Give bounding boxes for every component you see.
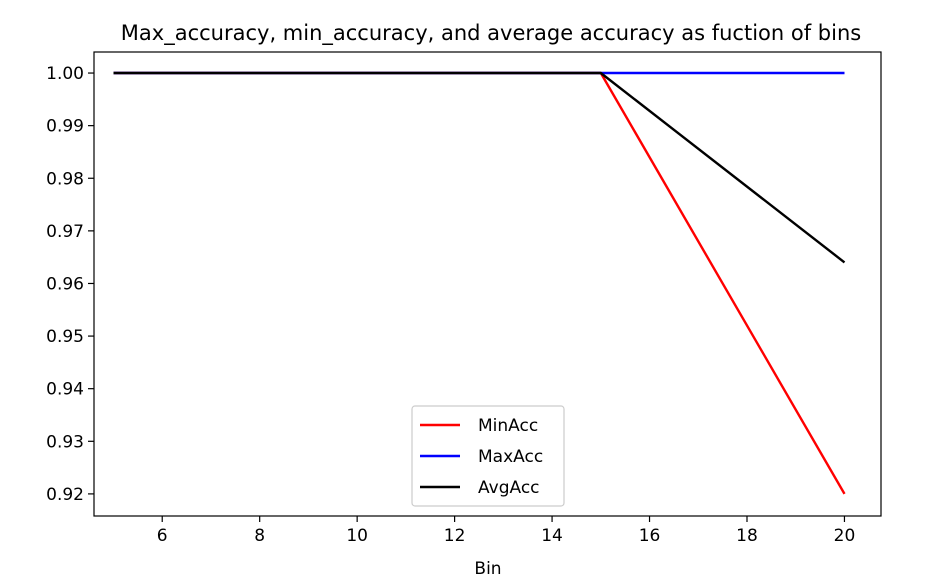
x-axis-label: Bin	[474, 559, 501, 579]
legend-label-minacc: MinAcc	[478, 416, 538, 436]
plot-area: 6 8 10 12 14 16 18 20 0.92 0.93 0.94 0.95 0.96 0.97 0.…	[46, 51, 882, 546]
y-tick-label: 0.98	[46, 169, 84, 189]
y-tick-label: 0.93	[46, 432, 84, 452]
x-tick-label: 10	[346, 526, 368, 546]
y-tick-label: 0.92	[46, 485, 84, 505]
x-tick-label: 20	[834, 526, 856, 546]
legend-label-maxacc: MaxAcc	[478, 447, 543, 467]
x-tick-label: 14	[541, 526, 563, 546]
y-tick-label: 0.99	[46, 117, 84, 137]
x-tick-label: 12	[444, 526, 466, 546]
x-tick-label: 16	[639, 526, 661, 546]
y-tick-label: 0.97	[46, 222, 84, 242]
legend-label-avgacc: AvgAcc	[478, 478, 540, 498]
series-line-avgacc	[113, 71, 846, 264]
x-tick-label: 8	[254, 526, 265, 546]
chart-title: Max_accuracy, min_accuracy, and average …	[121, 21, 861, 46]
y-tick-label: 1.00	[46, 64, 84, 84]
legend: MinAcc MaxAcc AvgAcc	[411, 405, 565, 507]
y-tick-label: 0.95	[46, 327, 84, 347]
x-tick-label: 18	[736, 526, 758, 546]
y-tick-label: 0.94	[46, 380, 84, 400]
x-tick-label: 6	[157, 526, 168, 546]
y-tick-label: 0.96	[46, 274, 84, 294]
legend-box	[411, 405, 565, 507]
